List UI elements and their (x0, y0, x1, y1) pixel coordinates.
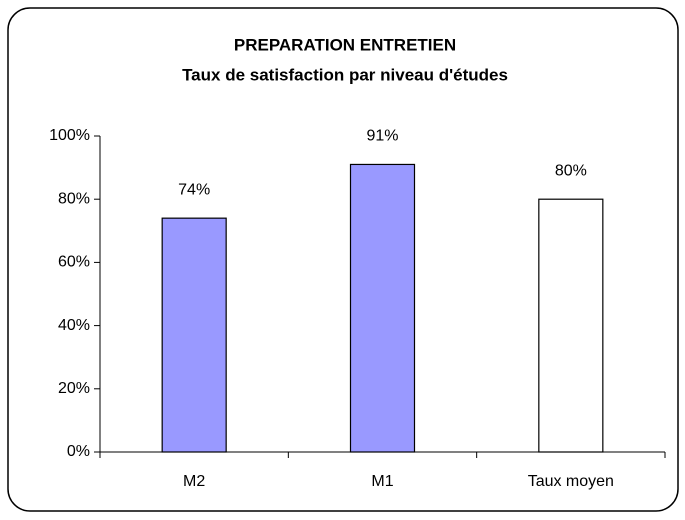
y-tick-label: 80% (58, 190, 90, 207)
x-tick-label: M1 (371, 473, 393, 490)
x-tick-label: M2 (183, 473, 205, 490)
y-tick-label: 0% (67, 443, 90, 460)
y-tick-label: 40% (58, 317, 90, 334)
value-label: 74% (178, 181, 210, 198)
value-label: 80% (555, 162, 587, 179)
bar (538, 198, 604, 453)
y-tick-label: 20% (58, 380, 90, 397)
x-tick-label: Taux moyen (528, 473, 614, 490)
y-tick-label: 100% (49, 127, 90, 144)
bar (349, 163, 416, 453)
value-label: 91% (366, 128, 398, 145)
chart-subtitle: Taux de satisfaction par niveau d'études (182, 65, 508, 84)
bar (161, 217, 227, 453)
y-tick-label: 60% (58, 254, 90, 271)
chart-title: PREPARATION ENTRETIEN (234, 35, 456, 54)
